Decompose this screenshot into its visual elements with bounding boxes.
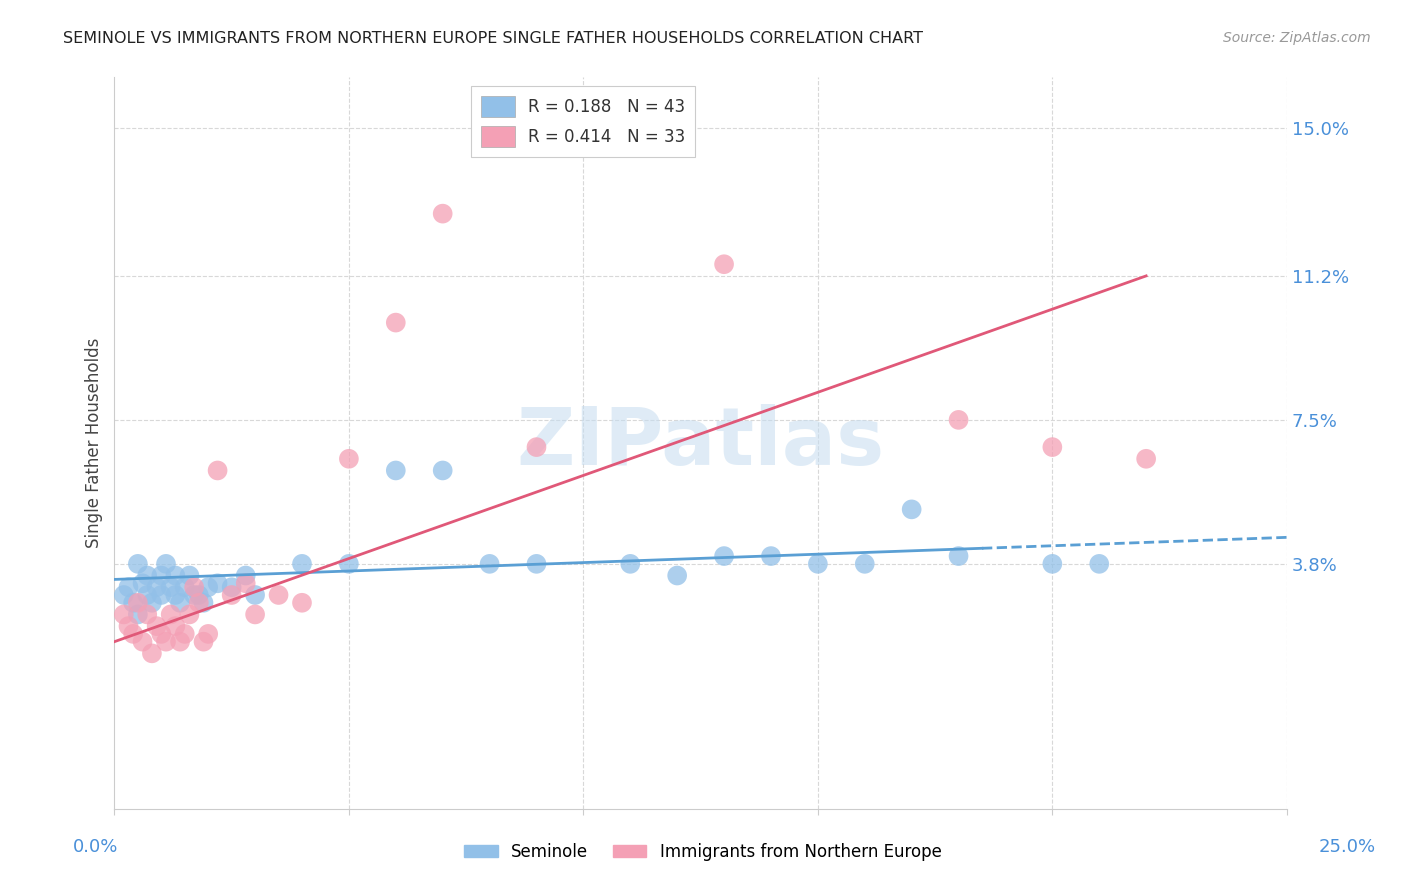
Point bbox=[221, 580, 243, 594]
Point bbox=[159, 607, 181, 622]
Point bbox=[385, 463, 408, 477]
Point bbox=[1040, 557, 1063, 571]
Point bbox=[187, 588, 209, 602]
Point bbox=[235, 576, 257, 591]
Point bbox=[1088, 557, 1111, 571]
Point bbox=[385, 316, 408, 330]
Point bbox=[145, 580, 167, 594]
Point bbox=[112, 607, 135, 622]
Point bbox=[150, 568, 173, 582]
Point bbox=[117, 580, 139, 594]
Point bbox=[165, 588, 187, 602]
Point bbox=[131, 634, 153, 648]
Point bbox=[666, 568, 689, 582]
Point bbox=[197, 580, 219, 594]
Point bbox=[235, 568, 257, 582]
Point bbox=[526, 440, 548, 454]
Point bbox=[193, 596, 215, 610]
Point bbox=[221, 588, 243, 602]
Point bbox=[478, 557, 501, 571]
Point bbox=[179, 568, 201, 582]
Point bbox=[141, 596, 163, 610]
Text: 0.0%: 0.0% bbox=[73, 838, 118, 855]
Legend: R = 0.188   N = 43, R = 0.414   N = 33: R = 0.188 N = 43, R = 0.414 N = 33 bbox=[471, 86, 696, 157]
Point bbox=[122, 627, 145, 641]
Point bbox=[853, 557, 876, 571]
Point bbox=[131, 576, 153, 591]
Point bbox=[337, 451, 360, 466]
Point bbox=[127, 557, 149, 571]
Point bbox=[183, 588, 205, 602]
Point bbox=[136, 568, 159, 582]
Point bbox=[713, 549, 735, 563]
Point bbox=[207, 576, 229, 591]
Point bbox=[1135, 451, 1157, 466]
Point bbox=[117, 619, 139, 633]
Point bbox=[337, 557, 360, 571]
Point bbox=[197, 627, 219, 641]
Point bbox=[807, 557, 830, 571]
Text: ZIPatlas: ZIPatlas bbox=[516, 404, 884, 483]
Point bbox=[136, 588, 159, 602]
Point bbox=[187, 596, 209, 610]
Point bbox=[141, 646, 163, 660]
Point bbox=[759, 549, 782, 563]
Point bbox=[432, 463, 454, 477]
Point bbox=[267, 588, 290, 602]
Point bbox=[150, 588, 173, 602]
Point bbox=[526, 557, 548, 571]
Point bbox=[169, 634, 191, 648]
Point bbox=[112, 588, 135, 602]
Point bbox=[713, 257, 735, 271]
Point bbox=[948, 549, 970, 563]
Point bbox=[145, 619, 167, 633]
Point bbox=[948, 413, 970, 427]
Point bbox=[183, 580, 205, 594]
Point bbox=[127, 607, 149, 622]
Text: Source: ZipAtlas.com: Source: ZipAtlas.com bbox=[1223, 31, 1371, 45]
Point bbox=[243, 588, 266, 602]
Point bbox=[207, 463, 229, 477]
Point bbox=[193, 634, 215, 648]
Y-axis label: Single Father Households: Single Father Households bbox=[86, 338, 103, 549]
Point bbox=[243, 607, 266, 622]
Point bbox=[150, 627, 173, 641]
Legend: Seminole, Immigrants from Northern Europe: Seminole, Immigrants from Northern Europ… bbox=[458, 837, 948, 868]
Point bbox=[179, 607, 201, 622]
Point bbox=[169, 596, 191, 610]
Point bbox=[127, 596, 149, 610]
Point bbox=[619, 557, 641, 571]
Point bbox=[159, 580, 181, 594]
Text: SEMINOLE VS IMMIGRANTS FROM NORTHERN EUROPE SINGLE FATHER HOUSEHOLDS CORRELATION: SEMINOLE VS IMMIGRANTS FROM NORTHERN EUR… bbox=[63, 31, 924, 46]
Point bbox=[165, 568, 187, 582]
Point bbox=[155, 634, 177, 648]
Point bbox=[900, 502, 922, 516]
Point bbox=[136, 607, 159, 622]
Point bbox=[432, 207, 454, 221]
Text: 25.0%: 25.0% bbox=[1319, 838, 1375, 855]
Point bbox=[155, 557, 177, 571]
Point bbox=[291, 596, 314, 610]
Point bbox=[291, 557, 314, 571]
Point bbox=[173, 627, 195, 641]
Point bbox=[165, 619, 187, 633]
Point bbox=[122, 596, 145, 610]
Point bbox=[173, 580, 195, 594]
Point bbox=[1040, 440, 1063, 454]
